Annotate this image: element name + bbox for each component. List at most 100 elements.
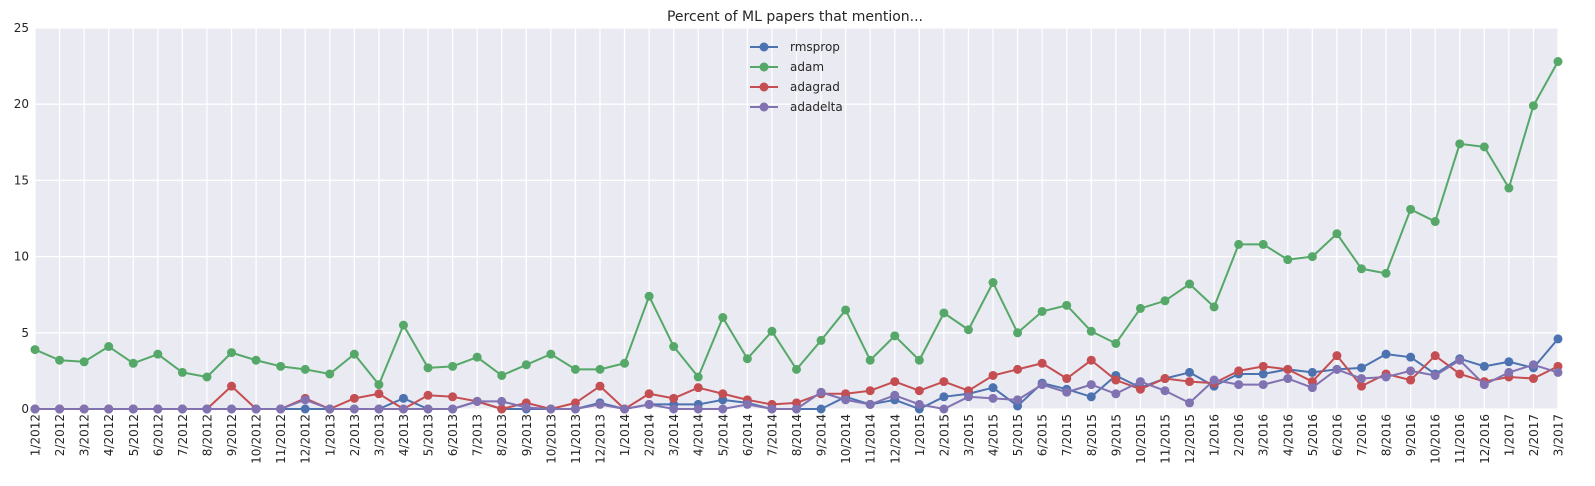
x-tick-label: 11/2016 bbox=[1453, 414, 1467, 464]
x-tick-label: 9/2012 bbox=[225, 414, 239, 456]
data-point-adam bbox=[693, 372, 703, 382]
x-axis: 1/2012 2/2012 3/2012 4/2012 5/2012 6/2012 7/20… bbox=[29, 414, 1566, 464]
x-tick-label: 3/2015 bbox=[962, 414, 976, 456]
data-point-rmsprop bbox=[988, 383, 998, 393]
data-point-adam bbox=[202, 372, 212, 382]
data-point-adam bbox=[30, 345, 40, 355]
data-point-adadelta bbox=[153, 404, 163, 414]
x-tick-label: 2/2016 bbox=[1232, 414, 1246, 456]
data-point-adagrad bbox=[1013, 364, 1023, 374]
x-tick-label: 1/2012 bbox=[29, 414, 43, 456]
data-point-rmsprop bbox=[1086, 392, 1096, 402]
data-point-adagrad bbox=[1406, 375, 1416, 385]
data-point-adam bbox=[227, 348, 237, 358]
x-tick-label: 11/2014 bbox=[864, 414, 878, 464]
data-point-adagrad bbox=[718, 389, 728, 399]
legend-marker bbox=[759, 102, 769, 112]
data-point-adam bbox=[1356, 264, 1366, 274]
x-tick-label: 7/2015 bbox=[1060, 414, 1074, 456]
data-point-rmsprop bbox=[1185, 367, 1195, 377]
data-point-adadelta bbox=[349, 404, 359, 414]
x-tick-label: 3/2016 bbox=[1257, 414, 1271, 456]
data-point-adam bbox=[1209, 302, 1219, 312]
data-point-adadelta bbox=[620, 404, 630, 414]
legend-marker bbox=[759, 82, 769, 92]
data-point-adam bbox=[914, 355, 924, 365]
data-point-adagrad bbox=[1037, 358, 1047, 368]
data-point-adadelta bbox=[79, 404, 89, 414]
data-point-adadelta bbox=[1209, 375, 1219, 385]
x-tick-label: 2/2017 bbox=[1527, 414, 1541, 456]
data-point-adadelta bbox=[202, 404, 212, 414]
y-tick-label: 25 bbox=[14, 21, 29, 35]
data-point-adagrad bbox=[497, 404, 507, 414]
data-point-adam bbox=[55, 355, 65, 365]
x-tick-label: 6/2013 bbox=[446, 414, 460, 456]
data-point-adadelta bbox=[644, 399, 654, 409]
data-point-adagrad bbox=[669, 393, 679, 403]
data-point-rmsprop bbox=[1258, 369, 1268, 379]
data-point-adagrad bbox=[988, 370, 998, 380]
data-point-adam bbox=[669, 342, 679, 352]
data-point-adam bbox=[104, 342, 114, 352]
data-point-adam bbox=[816, 335, 826, 345]
data-point-adadelta bbox=[963, 392, 973, 402]
x-tick-label: 6/2012 bbox=[151, 414, 165, 456]
data-point-rmsprop bbox=[1504, 357, 1514, 367]
x-tick-label: 1/2015 bbox=[913, 414, 927, 456]
data-point-rmsprop bbox=[1381, 349, 1391, 359]
data-point-adadelta bbox=[742, 399, 752, 409]
data-point-adam bbox=[1381, 268, 1391, 278]
data-point-adadelta bbox=[595, 399, 605, 409]
data-point-adam bbox=[1185, 279, 1195, 289]
data-point-adadelta bbox=[1013, 395, 1023, 405]
x-tick-label: 10/2013 bbox=[544, 414, 558, 464]
data-point-rmsprop bbox=[939, 392, 949, 402]
data-point-adagrad bbox=[1234, 366, 1244, 376]
data-point-adadelta bbox=[497, 396, 507, 406]
data-point-adam bbox=[472, 352, 482, 362]
x-tick-label: 10/2014 bbox=[839, 414, 853, 464]
data-point-adagrad bbox=[693, 383, 703, 393]
x-tick-label: 8/2012 bbox=[200, 414, 214, 456]
data-point-adadelta bbox=[914, 399, 924, 409]
data-point-adadelta bbox=[1307, 383, 1317, 393]
data-point-adam bbox=[300, 364, 310, 374]
data-point-adadelta bbox=[841, 395, 851, 405]
data-point-adadelta bbox=[890, 390, 900, 400]
data-point-adam bbox=[1013, 328, 1023, 338]
data-point-adagrad bbox=[423, 390, 433, 400]
data-point-adam bbox=[1086, 326, 1096, 336]
data-point-adam bbox=[79, 357, 89, 367]
legend-label: rmsprop bbox=[790, 40, 840, 54]
x-tick-label: 7/2012 bbox=[176, 414, 190, 456]
series-adadelta bbox=[30, 355, 1563, 414]
data-point-adadelta bbox=[521, 402, 531, 412]
x-tick-label: 6/2015 bbox=[1036, 414, 1050, 456]
data-point-adam bbox=[276, 361, 286, 371]
data-point-adam bbox=[620, 358, 630, 368]
legend-item-adadelta: adadelta bbox=[750, 100, 843, 114]
data-point-adadelta bbox=[1062, 387, 1072, 397]
data-point-adagrad bbox=[448, 392, 458, 402]
data-point-rmsprop bbox=[1356, 363, 1366, 373]
data-point-adadelta bbox=[300, 395, 310, 405]
data-point-adadelta bbox=[1037, 380, 1047, 390]
legend-marker bbox=[759, 62, 769, 72]
x-tick-label: 5/2014 bbox=[716, 414, 730, 456]
data-point-adadelta bbox=[1086, 380, 1096, 390]
data-point-adam bbox=[792, 364, 801, 374]
data-point-adam bbox=[521, 360, 531, 370]
data-point-adadelta bbox=[1283, 374, 1293, 384]
data-point-adadelta bbox=[104, 404, 114, 414]
data-point-adam bbox=[1528, 101, 1538, 111]
data-point-adadelta bbox=[1234, 380, 1244, 390]
x-tick-label: 6/2016 bbox=[1330, 414, 1344, 456]
data-point-adadelta bbox=[276, 404, 286, 414]
data-point-adadelta bbox=[30, 404, 40, 414]
x-tick-label: 6/2014 bbox=[741, 414, 755, 456]
data-point-adadelta bbox=[767, 404, 777, 414]
data-point-adam bbox=[963, 325, 973, 335]
data-point-adadelta bbox=[816, 387, 826, 397]
data-point-adadelta bbox=[1356, 374, 1366, 384]
